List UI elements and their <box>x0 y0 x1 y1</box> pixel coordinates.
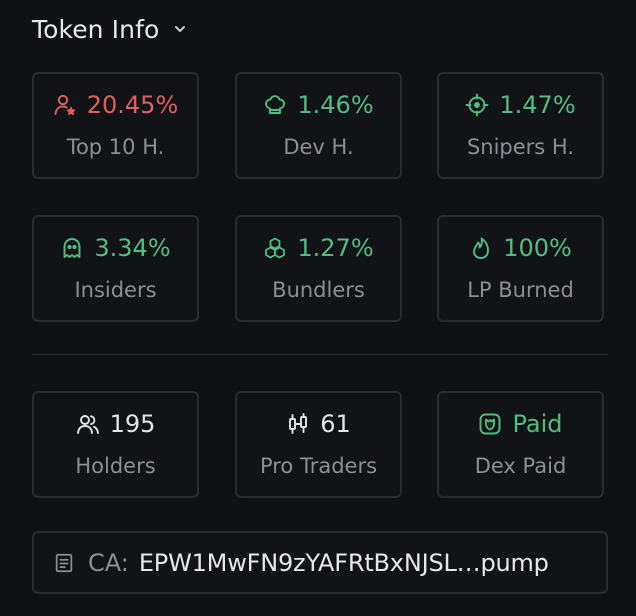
contract-address-label: CA: <box>88 548 129 577</box>
ghost-icon <box>60 236 84 260</box>
top10-holders-label: Top 10 H. <box>66 135 165 159</box>
stat-card-snipers[interactable]: 1.47% Snipers H. <box>437 72 604 179</box>
flame-icon <box>469 236 493 260</box>
contract-address-value[interactable]: EPW1MwFN9zYAFRtBxNJSL…pump <box>138 548 549 577</box>
lp-burned-value: 100% <box>503 234 572 262</box>
stat-card-bundlers[interactable]: 1.27% Bundlers <box>235 215 402 322</box>
stat-card-pro-traders[interactable]: 61 Pro Traders <box>235 391 402 498</box>
crosshair-icon <box>465 93 489 117</box>
user-star-icon <box>53 93 77 117</box>
top10-holders-value: 20.45% <box>86 91 179 119</box>
document-icon <box>52 551 76 575</box>
insiders-value: 3.34% <box>94 234 171 262</box>
chef-hat-icon <box>263 93 287 117</box>
dex-paid-value: Paid <box>512 410 563 438</box>
bundlers-label: Bundlers <box>272 278 365 302</box>
cubes-icon <box>263 236 287 260</box>
dev-holdings-label: Dev H. <box>283 135 354 159</box>
stat-card-lp-burned[interactable]: 100% LP Burned <box>437 215 604 322</box>
candlestick-icon <box>286 412 310 436</box>
token-info-header[interactable]: Token Info <box>32 12 187 46</box>
stat-card-top10[interactable]: 20.45% Top 10 H. <box>32 72 199 179</box>
bundlers-value: 1.27% <box>297 234 374 262</box>
holders-label: Holders <box>75 454 156 478</box>
snipers-holdings-value: 1.47% <box>499 91 576 119</box>
users-icon <box>76 412 100 436</box>
dex-badge-icon <box>478 412 502 436</box>
pro-traders-label: Pro Traders <box>259 454 378 478</box>
section-divider <box>32 354 608 355</box>
stat-card-dev[interactable]: 1.46% Dev H. <box>235 72 402 179</box>
stat-card-holders[interactable]: 195 Holders <box>32 391 199 498</box>
dev-holdings-value: 1.46% <box>297 91 374 119</box>
section-title: Token Info <box>32 14 160 44</box>
chevron-down-icon[interactable] <box>173 22 187 36</box>
stat-card-insiders[interactable]: 3.34% Insiders <box>32 215 199 322</box>
stat-card-dex-paid[interactable]: Paid Dex Paid <box>437 391 604 498</box>
dex-paid-label: Dex Paid <box>474 454 567 478</box>
snipers-holdings-label: Snipers H. <box>466 135 575 159</box>
lp-burned-label: LP Burned <box>467 278 574 302</box>
insiders-label: Insiders <box>74 278 157 302</box>
pro-traders-value: 61 <box>320 410 351 438</box>
contract-address-box[interactable]: CA: EPW1MwFN9zYAFRtBxNJSL…pump <box>32 531 608 594</box>
holders-value: 195 <box>109 410 156 438</box>
